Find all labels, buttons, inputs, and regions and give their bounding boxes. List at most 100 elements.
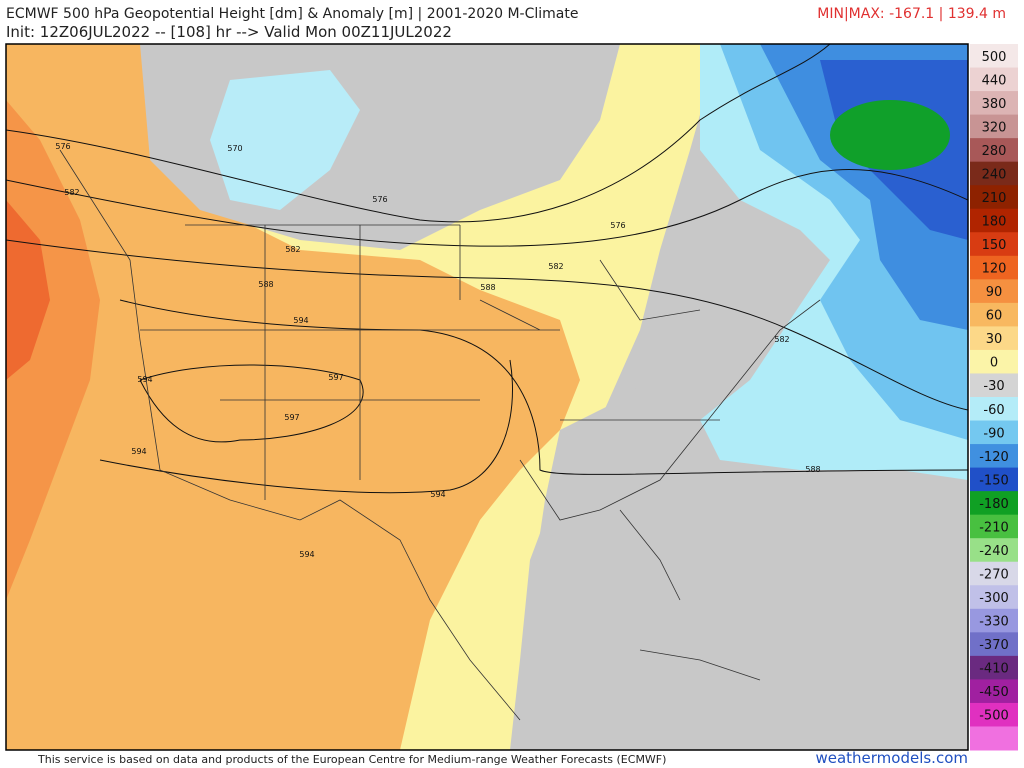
contour-label: 597 <box>328 373 343 382</box>
colorbar-swatch <box>970 702 1018 727</box>
colorbar-label: -370 <box>979 638 1009 653</box>
contour-label: 582 <box>285 245 300 254</box>
colorbar-label: -120 <box>979 450 1009 465</box>
contour-label: 582 <box>548 262 563 271</box>
colorbar-swatch <box>970 632 1018 657</box>
map-frame <box>5 43 969 751</box>
colorbar-swatch <box>970 373 1018 398</box>
state-borders <box>140 224 720 500</box>
coastlines <box>59 149 821 721</box>
contour-label: 582 <box>64 188 79 197</box>
colorbar-label: -300 <box>979 591 1009 606</box>
colorbar-swatch <box>970 255 1018 280</box>
contour <box>6 239 968 411</box>
colorbar-swatch <box>970 208 1018 233</box>
colorbar-swatch <box>970 467 1018 492</box>
colorbar-swatch <box>970 420 1018 445</box>
colorbar-swatch <box>970 514 1018 539</box>
colorbar-label: -60 <box>983 403 1004 418</box>
colorbar-swatch <box>970 67 1018 92</box>
anomaly-light-orange <box>6 44 580 750</box>
init-line: Init: 12Z06JUL2022 -- [108] hr --> Valid… <box>6 23 452 41</box>
colorbar-label: -450 <box>979 685 1009 700</box>
colorbar-label: 320 <box>982 120 1007 135</box>
contour-label: 588 <box>480 283 495 292</box>
colorbar-swatch <box>970 114 1018 139</box>
colorbar-label: -270 <box>979 568 1009 583</box>
colorbar-swatch <box>970 397 1018 422</box>
colorbar-label: 180 <box>982 215 1007 230</box>
contour-label: 594 <box>137 375 152 384</box>
colorbar-label: 280 <box>982 144 1007 159</box>
contour <box>6 169 968 247</box>
contour-label: 570 <box>227 144 242 153</box>
contour-label: 582 <box>774 335 789 344</box>
contour-label: 594 <box>293 316 308 325</box>
colorbar-swatch <box>970 726 1018 751</box>
colorbar-label: 210 <box>982 191 1007 206</box>
colorbar-swatch <box>970 679 1018 704</box>
colorbar-label: -210 <box>979 520 1009 535</box>
colorbar-swatch <box>970 444 1018 469</box>
title: ECMWF 500 hPa Geopotential Height [dm] &… <box>6 6 578 22</box>
contour <box>99 359 513 494</box>
anomaly-green <box>830 100 950 170</box>
colorbar-swatch <box>970 326 1018 351</box>
anomaly-cyan-canada <box>210 70 360 210</box>
colorbar-label: -180 <box>979 497 1009 512</box>
map: 576 582 570 576 582 588 594 597 594 597 594 588 582 5… <box>5 43 969 751</box>
colorbar-label: -90 <box>983 426 1004 441</box>
colorbar-swatch <box>970 655 1018 680</box>
contour-label: 594 <box>131 447 146 456</box>
colorbar-label: 30 <box>986 332 1003 347</box>
contour-label: 576 <box>610 221 625 230</box>
brand: weathermodels.com <box>815 749 968 767</box>
colorbar-label: 240 <box>982 167 1007 182</box>
colorbar-label: 120 <box>982 262 1007 277</box>
colorbar-label: -410 <box>979 662 1009 677</box>
colorbar-label: 150 <box>982 238 1007 253</box>
colorbar-label: -330 <box>979 615 1009 630</box>
colorbar-label: 380 <box>982 97 1007 112</box>
colorbar-swatch <box>970 185 1018 210</box>
colorbar-swatch <box>970 302 1018 327</box>
contour-label: 594 <box>299 550 314 559</box>
colorbar-swatch <box>970 161 1018 186</box>
contour-label: 576 <box>372 195 387 204</box>
colorbar-swatch <box>970 232 1018 257</box>
colorbar-label: -500 <box>979 709 1009 724</box>
colorbar-swatch <box>970 279 1018 304</box>
contour <box>119 299 968 475</box>
contour <box>139 364 364 443</box>
colorbar-label: -150 <box>979 473 1009 488</box>
colorbar-label: 500 <box>982 50 1007 65</box>
colorbar-label: -240 <box>979 544 1009 559</box>
footer-notice: This service is based on data and produc… <box>37 753 666 766</box>
colorbar-swatch <box>970 608 1018 633</box>
contour-label: 588 <box>258 280 273 289</box>
anomaly-orange <box>6 100 100 600</box>
colorbar-swatch <box>970 349 1018 374</box>
colorbar-swatch <box>970 91 1018 116</box>
anomaly-deep-orange <box>6 200 50 380</box>
contour-label: 594 <box>430 490 445 499</box>
colorbar-label: 90 <box>986 285 1003 300</box>
colorbar-label: -30 <box>983 379 1004 394</box>
colorbar-swatch <box>970 561 1018 586</box>
colorbar-swatch <box>970 585 1018 610</box>
contour-label: 597 <box>284 413 299 422</box>
colorbar-label: 440 <box>982 73 1007 88</box>
colorbar-swatch <box>970 538 1018 563</box>
min-max: MIN|MAX: -167.1 | 139.4 m <box>817 6 1006 22</box>
contour-label: 588 <box>805 465 820 474</box>
colorbar: 500 440 380 320 280 240 210 180 150 120 90 60 30 0 -30… <box>970 44 1018 751</box>
colorbar-swatch <box>970 44 1018 69</box>
colorbar-label: 60 <box>986 309 1003 324</box>
colorbar-label: 0 <box>990 356 998 371</box>
colorbar-swatch <box>970 491 1018 516</box>
contour-label: 576 <box>55 142 70 151</box>
colorbar-swatch <box>970 138 1018 163</box>
contour <box>6 44 831 223</box>
